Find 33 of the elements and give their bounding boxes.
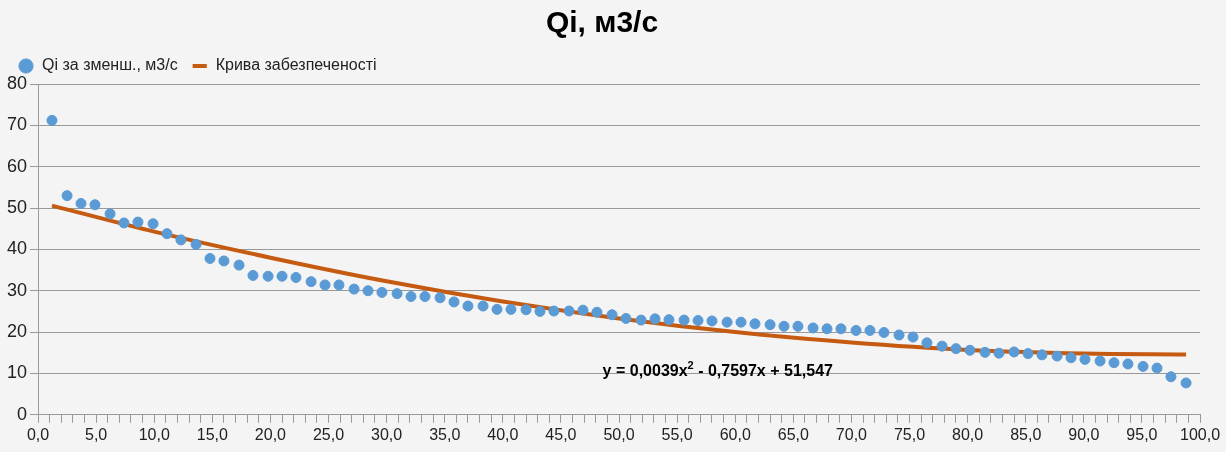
y-tick-label: 10 <box>6 362 28 383</box>
x-tick-label: 55,0 <box>661 425 693 443</box>
x-tick-label: 65,0 <box>777 425 809 443</box>
y-tick-label: 40 <box>6 238 28 259</box>
x-tick-label: 40,0 <box>487 425 519 443</box>
legend-label: Крива забезпеченості <box>215 56 377 74</box>
x-tick-label: 85,0 <box>1010 425 1042 443</box>
x-tick-label: 70,0 <box>835 425 868 443</box>
x-tick-label: 50,0 <box>603 425 635 443</box>
x-tick-label: 75,0 <box>893 425 926 443</box>
y-tick-label: 0 <box>17 403 28 424</box>
x-tick-label: 80,0 <box>952 425 984 443</box>
y-tick-label: 70 <box>6 114 28 135</box>
x-tick-label: 20,0 <box>254 425 287 443</box>
x-tick-label: 60,0 <box>719 425 751 443</box>
x-tick-label: 15,0 <box>196 425 228 443</box>
x-tick-label: 35,0 <box>429 425 461 443</box>
y-tick-label: 60 <box>6 155 28 176</box>
x-tick-label: 90,0 <box>1068 425 1100 443</box>
x-tick-label: 0,0 <box>26 425 50 443</box>
x-tick-label: 25,0 <box>312 425 345 443</box>
x-tick-label: 95,0 <box>1126 425 1158 443</box>
y-tick-label: 80 <box>6 72 28 93</box>
x-tick-label: 5,0 <box>85 425 108 443</box>
legend-label: Qi за зменш., м3/с <box>42 56 178 74</box>
x-tick-label: 100,0 <box>1179 425 1221 443</box>
x-tick-label: 10,0 <box>138 425 170 443</box>
x-tick-label: 45,0 <box>545 425 577 443</box>
y-tick-label: 50 <box>6 197 28 218</box>
y-tick-label: 20 <box>6 321 28 342</box>
y-tick-label: 30 <box>6 279 28 300</box>
chart-title: Qi, м3/с <box>545 5 659 39</box>
x-tick-label: 30,0 <box>371 425 403 443</box>
